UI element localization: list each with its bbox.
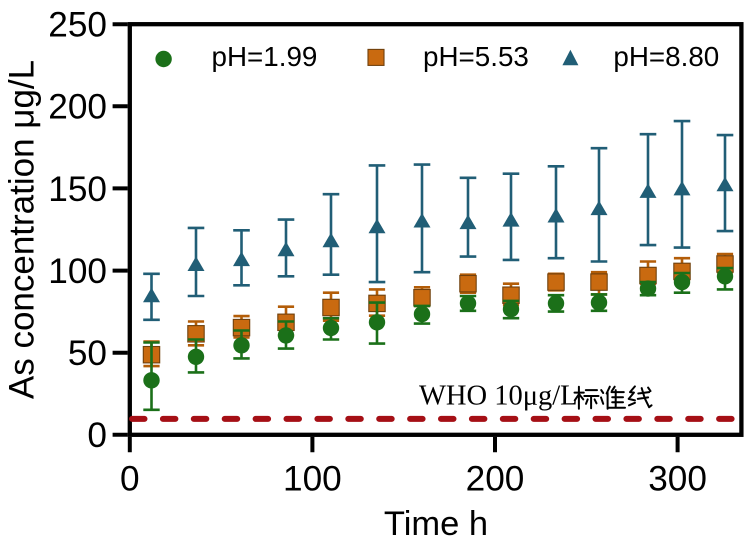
svg-text:300: 300 [648, 459, 707, 498]
svg-text:0: 0 [120, 459, 140, 498]
svg-text:50: 50 [68, 334, 107, 373]
svg-text:Time h: Time h [384, 505, 488, 543]
svg-text:pH=1.99: pH=1.99 [212, 41, 318, 72]
svg-text:pH=5.53: pH=5.53 [423, 41, 529, 72]
svg-text:150: 150 [48, 170, 107, 209]
svg-text:250: 250 [48, 6, 107, 45]
svg-text:WHO 10μg/L: WHO 10μg/L [419, 381, 578, 412]
svg-text:100: 100 [283, 459, 342, 498]
svg-text:200: 200 [48, 88, 107, 127]
svg-text:As concentration μg/L: As concentration μg/L [3, 60, 42, 399]
svg-text:0: 0 [87, 416, 107, 455]
svg-text:100: 100 [48, 252, 107, 291]
svg-text:200: 200 [466, 459, 525, 498]
svg-text:pH=8.80: pH=8.80 [613, 41, 719, 72]
